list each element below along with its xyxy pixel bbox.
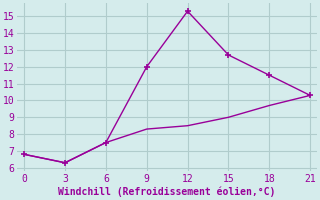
- X-axis label: Windchill (Refroidissement éolien,°C): Windchill (Refroidissement éolien,°C): [59, 187, 276, 197]
